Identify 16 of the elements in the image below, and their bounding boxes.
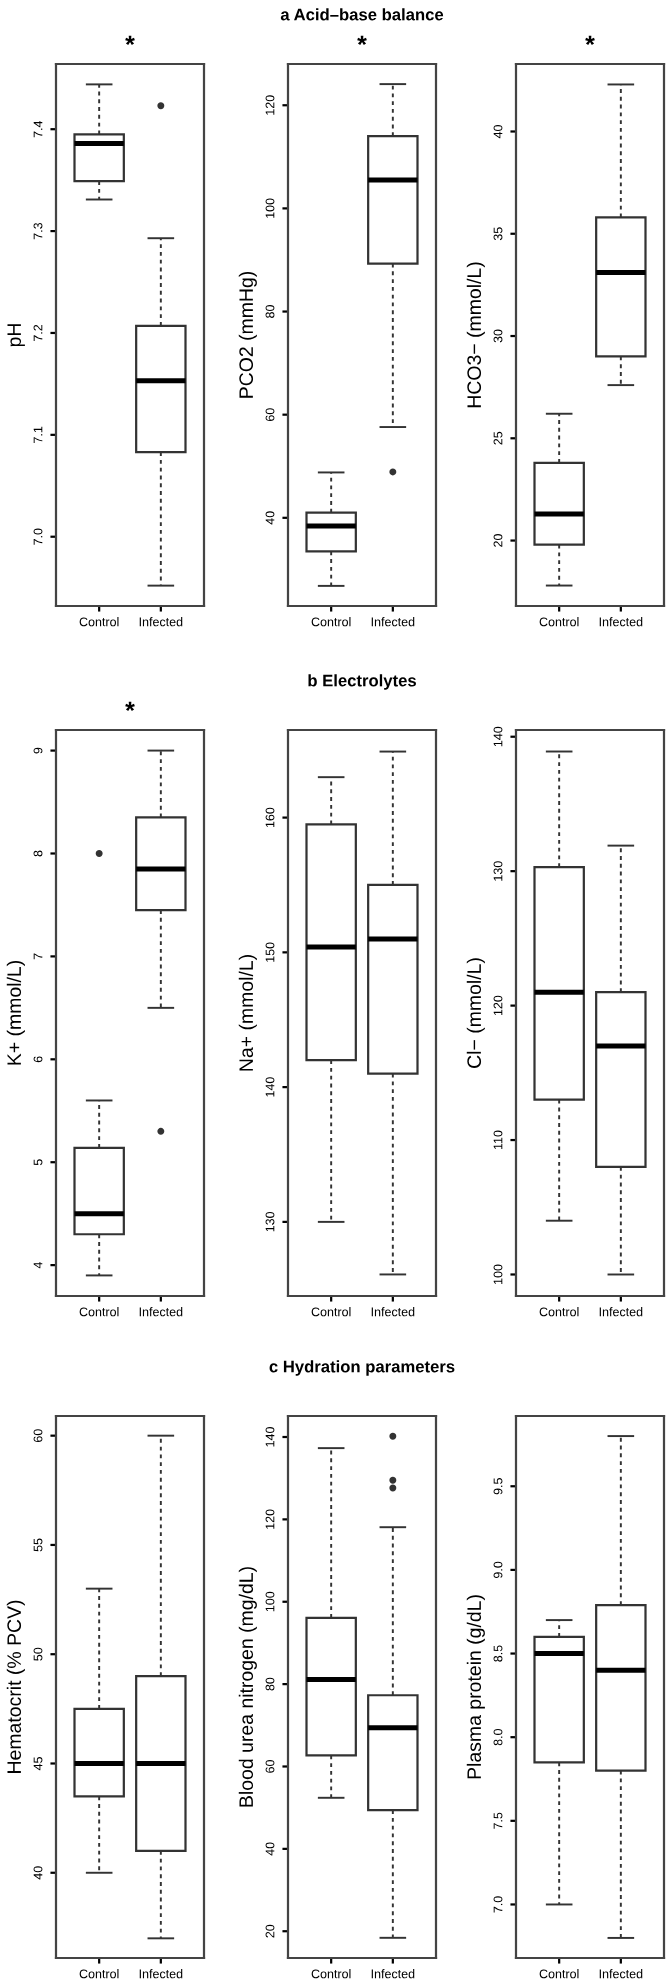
y-axis-title: Plasma protein (g/dL) [466,1595,485,1779]
y-axis-title: K+ (mmol/L) [6,960,25,1065]
chart-subtitle: * [585,35,595,45]
y-axis-title: Cl− (mmol/L) [466,958,485,1068]
y-axis-title: HCO3− (mmol/L) [466,262,485,408]
chart-subtitle: * [357,35,367,45]
chart-title: a Acid–base balance [280,8,444,21]
y-axis-title: PCO2 (mmHg) [238,271,257,398]
y-axis-title: Na+ (mmol/L) [238,955,257,1071]
chart-subtitle: * [125,701,135,711]
y-axis-title: Blood urea nitrogen (mg/dL) [238,1567,257,1807]
chart-subtitle: * [125,35,135,45]
y-axis-title: Hematocrit (% PCV) [6,1600,25,1773]
y-axis-title: pH [7,324,25,347]
chart-title: c Hydration parameters [269,1360,455,1376]
chart-title: b Electrolytes [308,674,416,690]
